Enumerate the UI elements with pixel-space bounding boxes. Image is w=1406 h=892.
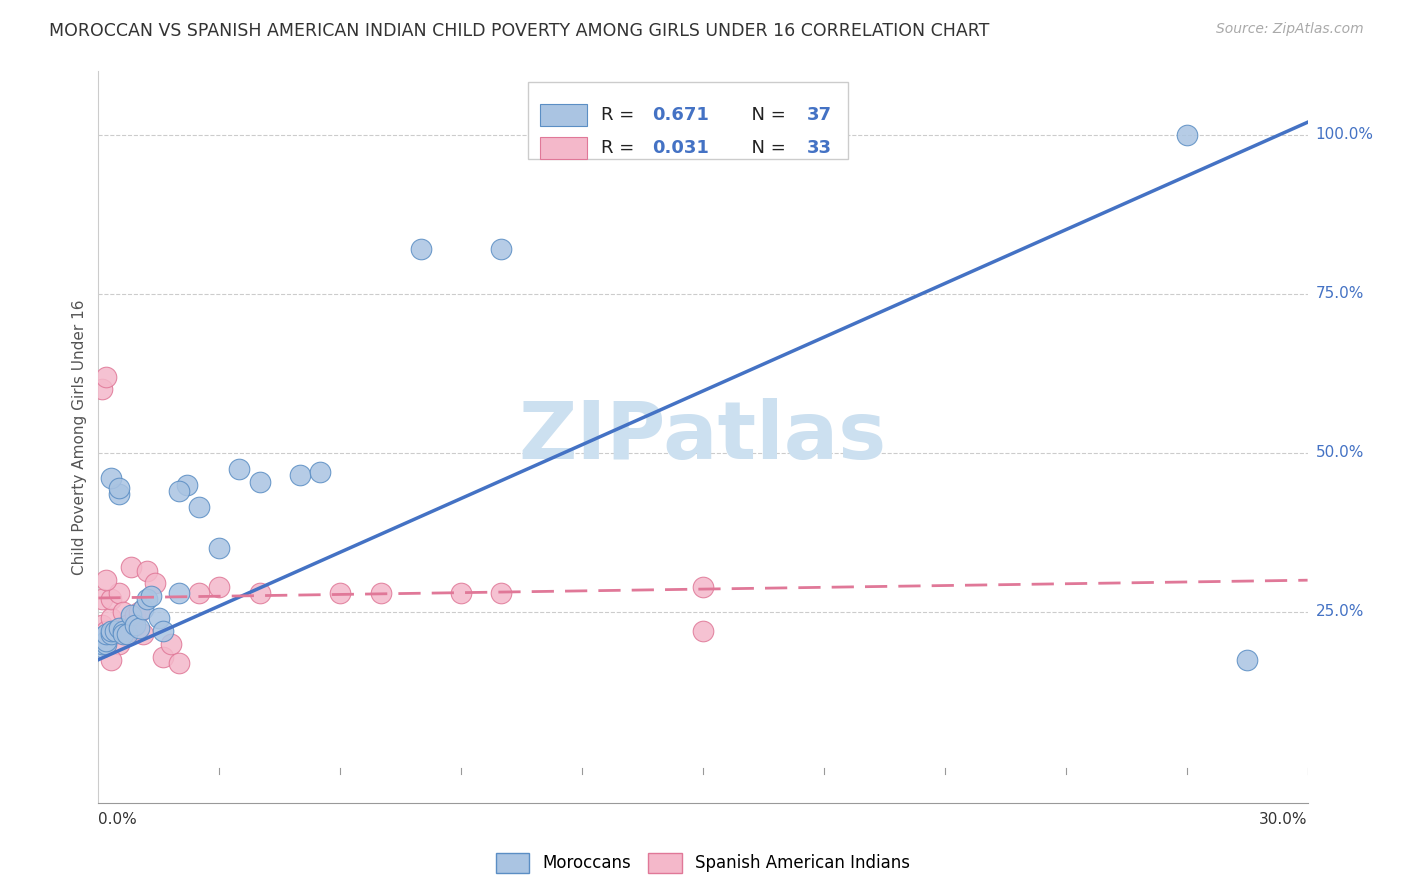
Point: [135, 592, 157, 607]
Legend: Moroccans, Spanish American Indians: Moroccans, Spanish American Indians: [489, 847, 917, 880]
Point: [692, 624, 714, 638]
Point: [1236, 653, 1258, 667]
Point: [370, 586, 392, 600]
FancyBboxPatch shape: [527, 82, 848, 159]
Text: N =: N =: [741, 139, 792, 157]
Point: [100, 471, 122, 485]
Point: [249, 586, 271, 600]
Point: [100, 592, 122, 607]
Point: [96, 633, 118, 648]
Point: [91, 592, 114, 607]
Point: [491, 243, 513, 257]
Point: [111, 624, 134, 638]
Point: [167, 656, 190, 670]
Point: [208, 541, 231, 556]
Point: [96, 624, 118, 638]
Point: [91, 637, 114, 651]
Point: [208, 580, 231, 594]
Point: [409, 243, 432, 257]
Point: [188, 586, 211, 600]
Point: [107, 637, 129, 651]
Point: [1175, 128, 1198, 142]
Point: [450, 586, 472, 600]
Text: MOROCCAN VS SPANISH AMERICAN INDIAN CHILD POVERTY AMONG GIRLS UNDER 16 CORRELATI: MOROCCAN VS SPANISH AMERICAN INDIAN CHIL…: [49, 22, 990, 40]
Text: 75.0%: 75.0%: [1316, 286, 1364, 301]
Point: [91, 640, 114, 654]
Text: 100.0%: 100.0%: [1316, 128, 1374, 143]
Point: [491, 586, 513, 600]
Point: [143, 576, 166, 591]
Point: [167, 586, 190, 600]
Point: [152, 624, 174, 638]
Point: [100, 611, 122, 625]
Text: Source: ZipAtlas.com: Source: ZipAtlas.com: [1216, 22, 1364, 37]
Y-axis label: Child Poverty Among Girls Under 16: Child Poverty Among Girls Under 16: [72, 300, 87, 574]
Point: [124, 608, 146, 623]
Point: [107, 481, 129, 495]
Text: 30.0%: 30.0%: [1260, 813, 1308, 828]
Point: [249, 475, 271, 489]
Point: [124, 617, 146, 632]
Point: [128, 621, 150, 635]
Text: ZIPatlas: ZIPatlas: [519, 398, 887, 476]
Text: 50.0%: 50.0%: [1316, 445, 1364, 460]
Point: [188, 500, 211, 514]
Point: [103, 624, 125, 638]
Point: [91, 383, 114, 397]
Text: 0.0%: 0.0%: [98, 813, 138, 828]
Point: [152, 649, 174, 664]
Point: [228, 462, 250, 476]
Point: [148, 611, 170, 625]
Point: [103, 627, 125, 641]
Text: N =: N =: [741, 106, 792, 124]
Point: [132, 627, 155, 641]
Point: [91, 617, 114, 632]
FancyBboxPatch shape: [540, 137, 586, 159]
Point: [128, 605, 150, 619]
Point: [160, 637, 183, 651]
Point: [96, 369, 118, 384]
Point: [91, 631, 114, 645]
Text: 33: 33: [807, 139, 832, 157]
Point: [120, 624, 142, 638]
Point: [96, 627, 118, 641]
Point: [111, 627, 134, 641]
Point: [139, 589, 162, 603]
FancyBboxPatch shape: [540, 104, 586, 127]
Point: [107, 487, 129, 501]
Point: [132, 602, 155, 616]
Text: R =: R =: [602, 106, 640, 124]
Point: [115, 617, 138, 632]
Point: [115, 627, 138, 641]
Point: [309, 465, 332, 479]
Point: [100, 624, 122, 638]
Point: [107, 621, 129, 635]
Point: [135, 564, 157, 578]
Point: [176, 477, 198, 491]
Point: [96, 573, 118, 587]
Point: [692, 580, 714, 594]
Text: 0.031: 0.031: [652, 139, 709, 157]
Text: 0.671: 0.671: [652, 106, 709, 124]
Point: [120, 560, 142, 574]
Point: [107, 586, 129, 600]
Text: R =: R =: [602, 139, 640, 157]
Point: [100, 627, 122, 641]
Point: [329, 586, 352, 600]
Point: [111, 605, 134, 619]
Point: [96, 637, 118, 651]
Text: 37: 37: [807, 106, 832, 124]
Point: [167, 484, 190, 499]
Point: [288, 468, 311, 483]
Point: [100, 653, 122, 667]
Text: 25.0%: 25.0%: [1316, 605, 1364, 619]
Point: [120, 608, 142, 623]
